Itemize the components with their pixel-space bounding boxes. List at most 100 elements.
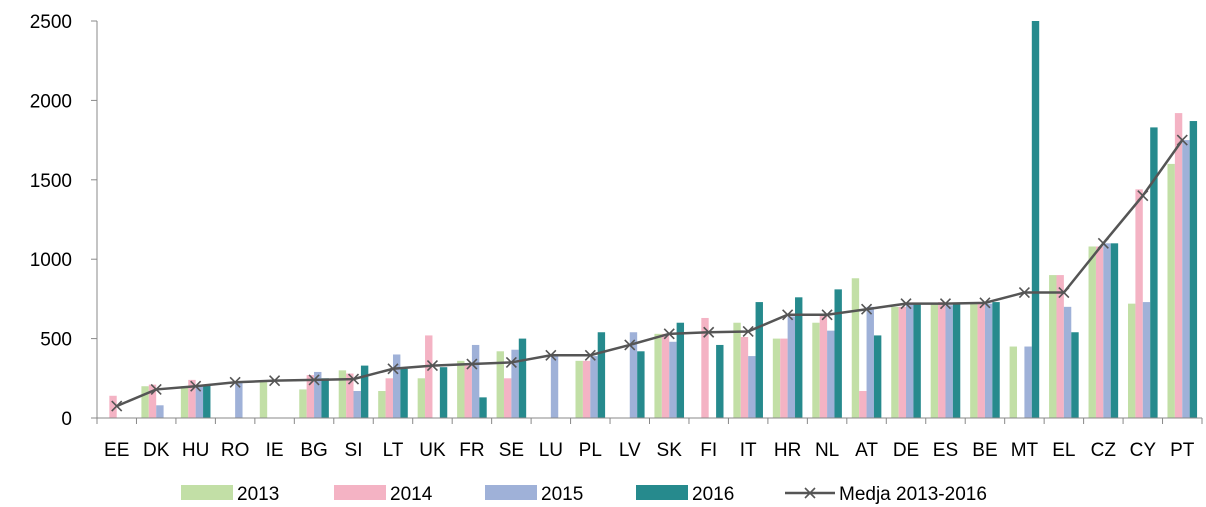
- average-point-pl: [584, 349, 596, 361]
- bar-2014-it: [740, 337, 749, 418]
- x-tick-label-fr: FR: [459, 440, 484, 461]
- bar-2015-pl: [590, 356, 598, 418]
- bar-2014-hr: [780, 338, 788, 418]
- average-point-uk: [426, 360, 439, 372]
- bar-2014-fr: [464, 365, 472, 418]
- average-point-bg: [308, 374, 320, 386]
- x-tick-label-si: SI: [345, 440, 363, 461]
- average-point-ie: [269, 375, 281, 387]
- bar-2016-pt: [1189, 121, 1198, 418]
- average-point-ee: [111, 400, 123, 412]
- x-tick-label-el: EL: [1052, 440, 1075, 461]
- bar-2016-be: [992, 302, 1000, 418]
- legend-swatch: [636, 485, 688, 500]
- bar-2014-de: [898, 306, 907, 418]
- bar-2014-se: [503, 378, 512, 418]
- average-point-nl: [821, 309, 833, 321]
- bar-2015-hu: [195, 386, 204, 418]
- bar-2016-lt: [400, 368, 408, 418]
- legend-swatch: [181, 485, 233, 500]
- bar-2014-bg: [306, 375, 315, 418]
- average-point-hu: [190, 380, 202, 392]
- average-point-lu: [545, 349, 557, 361]
- bar-2013-si: [338, 370, 347, 418]
- bar-2013-hu: [180, 386, 189, 418]
- bar-2015-be: [984, 303, 993, 418]
- bar-2013-se: [496, 351, 504, 418]
- bar-2014-pl: [582, 360, 591, 418]
- bar-2016-mt: [1031, 21, 1040, 418]
- bar-2016-uk: [439, 367, 448, 418]
- bar-2014-cz: [1095, 246, 1104, 418]
- y-tick-label: 2500: [30, 12, 72, 33]
- x-tick-label-se: SE: [499, 440, 524, 461]
- bar-2013-pl: [575, 360, 583, 418]
- x-axis-labels: EE DK HU RO IE BG SI LT UK FR SE LU PL LV SK FI IT HR NL AT…: [104, 440, 1195, 461]
- x-tick-label-cz: CZ: [1091, 440, 1117, 461]
- average-point-dk: [150, 383, 162, 395]
- bar-2014-uk: [425, 335, 433, 418]
- bar-2016-bg: [321, 378, 329, 418]
- bar-2014-nl: [819, 314, 828, 418]
- bar-2015-cz: [1103, 243, 1111, 418]
- bar-2015-lv: [629, 332, 638, 418]
- bar-2015-bg: [314, 371, 322, 418]
- bar-2013-at: [851, 278, 860, 418]
- average-point-lt: [387, 363, 399, 375]
- legend-item-medja-2013-2016: Medja 2013-2016: [785, 484, 987, 505]
- bar-2013-es: [930, 303, 939, 418]
- bar-2016-cz: [1110, 243, 1119, 418]
- bar-2016-se: [518, 338, 527, 418]
- bar-2013-dk: [141, 386, 149, 418]
- x-tick-label-uk: UK: [419, 440, 446, 461]
- bar-2015-sk: [669, 341, 677, 418]
- bar-2016-el: [1071, 332, 1079, 418]
- axes: [96, 21, 1203, 424]
- bar-2014-at: [859, 391, 867, 418]
- bar-2016-de: [913, 303, 921, 418]
- legend-item-2015: 2015: [485, 484, 583, 505]
- x-tick-label-ro: RO: [221, 440, 250, 461]
- average-point-fi: [703, 326, 715, 338]
- bar-2015-dk: [156, 405, 164, 418]
- average-point-lv: [624, 339, 636, 351]
- bar-2016-lv: [637, 351, 645, 418]
- legend-label: 2015: [541, 484, 583, 505]
- bar-2013-hr: [772, 338, 781, 418]
- bar-2013-pt: [1167, 163, 1175, 418]
- average-point-el: [1058, 286, 1070, 299]
- legend-item-2014: 2014: [334, 484, 433, 505]
- average-point-si: [347, 373, 360, 385]
- bar-2015-el: [1063, 306, 1072, 418]
- bar-2014-es: [938, 302, 946, 418]
- bar-2016-hu: [203, 384, 211, 418]
- bar-2014-lt: [385, 378, 393, 418]
- y-tick-label: 0: [61, 409, 72, 430]
- bar-2013-uk: [417, 378, 426, 418]
- bar-2016-sk: [676, 322, 685, 418]
- legend-label: 2016: [692, 484, 734, 505]
- x-tick-label-bg: BG: [300, 440, 327, 461]
- bar-2013-cz: [1088, 246, 1096, 418]
- bar-2014-si: [346, 373, 354, 418]
- x-tick-label-hr: HR: [774, 440, 801, 461]
- x-tick-label-pl: PL: [579, 440, 602, 461]
- x-tick-label-lv: LV: [619, 440, 641, 461]
- bar-2016-fr: [479, 397, 487, 418]
- bar-2016-pl: [597, 332, 606, 418]
- bar-2016-cy: [1150, 127, 1158, 419]
- x-tick-label-at: AT: [855, 440, 878, 461]
- bar-2014-pt: [1174, 113, 1183, 418]
- bar-2015-de: [906, 303, 914, 418]
- bar-2014-dk: [148, 384, 157, 418]
- bar-2013-cy: [1128, 303, 1136, 418]
- bars: [109, 21, 1198, 419]
- average-point-cz: [1097, 237, 1109, 249]
- average-point-de: [900, 298, 912, 310]
- y-tick-label: 2000: [30, 91, 72, 112]
- bar-2016-it: [755, 302, 763, 418]
- legend-swatch: [334, 485, 386, 500]
- bar-2015-at: [866, 306, 874, 418]
- x-tick-label-hu: HU: [182, 440, 209, 461]
